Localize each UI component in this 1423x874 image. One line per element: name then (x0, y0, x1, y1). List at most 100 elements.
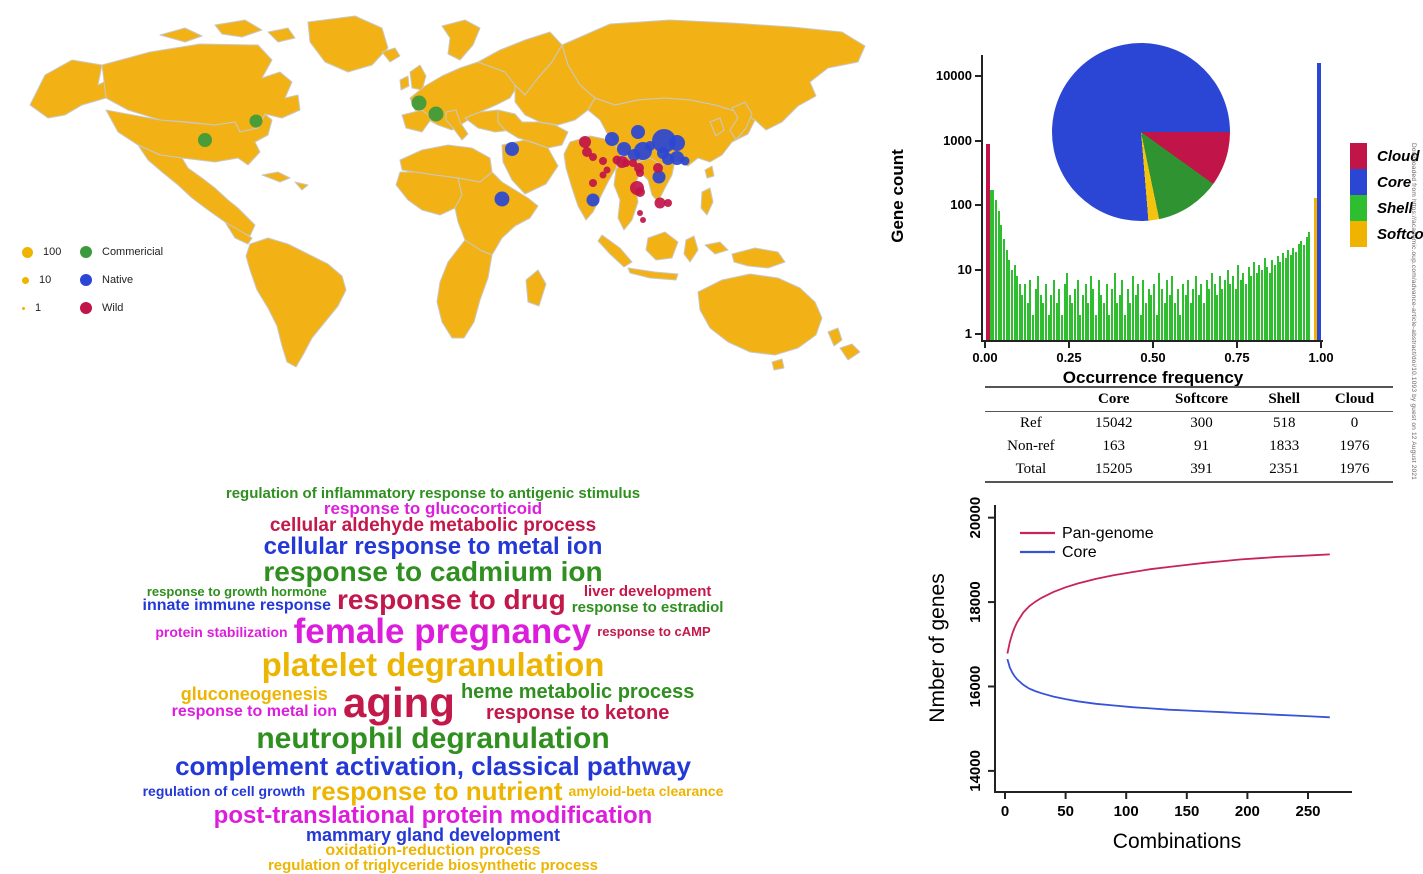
curve-core (1006, 658, 1330, 719)
hist-bar-shell (1213, 283, 1216, 340)
hist-bar-shell (1021, 295, 1024, 340)
hist-bar-shell (1234, 288, 1237, 340)
pan-core-curve-panel: 0 50 100 150 200 250 14000 16000 18000 20000 Pan-g… (920, 480, 1410, 857)
table-cell: 1976 (1339, 438, 1370, 454)
hist-bar-shell (1118, 295, 1121, 340)
size-legend-label: 100 (43, 246, 62, 258)
x-tick-label: 0.00 (972, 350, 998, 365)
hist-legend-item-cloud: Cloud (1350, 143, 1423, 169)
wordcloud-row: cellular aldehyde metabolic process (88, 514, 778, 536)
map-dot-native (505, 142, 519, 156)
wordcloud-stack: gluconeogenesis response to metal ion (172, 685, 337, 721)
map-dot-native (645, 141, 655, 151)
wordcloud-term: response to cadmium ion (263, 555, 603, 587)
hist-bar-shell (1142, 279, 1145, 340)
table-header-cell: Shell (1252, 387, 1316, 412)
hist-bar-shell (1255, 272, 1258, 340)
table-cell: 15042 (1094, 415, 1133, 431)
hist-bar-shell (1158, 272, 1161, 340)
hist-bar-shell (1253, 262, 1256, 340)
land-greenland (307, 15, 389, 73)
y-tick-label: 10000 (935, 68, 972, 84)
map-dot-native (670, 151, 684, 165)
hist-bar-shell (1176, 288, 1179, 340)
land-madagascar (525, 269, 547, 307)
map-dot-wild (637, 210, 643, 216)
map-dot-commercial (198, 133, 212, 147)
hist-bar-shell (1181, 283, 1184, 340)
map-dot-native (652, 129, 676, 153)
hist-bar-shell (1237, 264, 1240, 340)
table-cell: 15205 (1094, 461, 1133, 477)
map-dot-native (652, 170, 666, 184)
wordcloud-row: protein stabilization female pregnancy res… (88, 613, 778, 651)
wordcloud-term: regulation of inflammatory response to a… (225, 485, 641, 502)
histogram-x-axis (981, 340, 1323, 342)
hist-bar-shell (1124, 314, 1127, 340)
wild-legend-dot (80, 302, 92, 314)
table-cell: Non-ref (1007, 438, 1055, 454)
legend-label: Cloud (1377, 147, 1420, 165)
hist-bar-shell (1116, 303, 1119, 340)
hist-bar-shell (1102, 303, 1105, 340)
x-tick-label: 150 (1174, 803, 1199, 820)
wordcloud-term: gluconeogenesis (180, 684, 328, 705)
hist-bar-shell (1108, 314, 1111, 340)
land-east-africa (454, 171, 539, 256)
map-dot-wild (582, 147, 592, 157)
hist-bar-shell (1289, 254, 1292, 340)
land-south-africa (436, 239, 493, 339)
hist-bar-shell (1013, 264, 1016, 340)
x-tick-label: 50 (1057, 803, 1074, 820)
histogram-y-axis (981, 55, 983, 342)
land-new-guinea (731, 247, 786, 269)
hist-bar-shell (1239, 279, 1242, 340)
y-tick-label: 100 (950, 197, 972, 213)
hist-bar-shell (1218, 275, 1221, 340)
land-taiwan (704, 165, 715, 179)
hist-bar-shell (1081, 295, 1084, 340)
size-legend-dot (22, 246, 33, 258)
map-dot-wild (654, 197, 666, 209)
y-tick-label: 18000 (967, 581, 984, 623)
hist-bar-shell (1276, 256, 1279, 340)
y-tick-label: 14000 (967, 750, 984, 792)
hist-legend-item-core: Core (1350, 169, 1423, 195)
x-tick-label: 100 (1114, 803, 1139, 820)
hist-bar-shell (1216, 295, 1219, 340)
table-row: Ref 15042 300 518 0 (985, 412, 1393, 436)
hist-bar-shell (1010, 269, 1013, 340)
land-uk (409, 64, 427, 91)
legend-swatch (1350, 221, 1367, 247)
map-dot-wild (636, 169, 644, 177)
x-tick-label: 0.25 (1056, 350, 1082, 365)
hist-bar-shell (1292, 247, 1295, 340)
histogram-legend: Cloud Core Shell Softcore (1350, 143, 1423, 247)
wordcloud-term: response to drug (337, 584, 566, 616)
hist-bar-shell (1171, 275, 1174, 340)
legend-swatch (1350, 143, 1367, 169)
hist-bar-shell (1155, 314, 1158, 340)
table-cell: 2351 (1269, 461, 1300, 477)
hist-bar-shell (1160, 288, 1163, 340)
table-cell: 91 (1194, 438, 1210, 454)
hist-bar-shell (1287, 250, 1290, 340)
wordcloud-term: aging (342, 679, 455, 726)
hist-bar-shell (1284, 258, 1287, 340)
world-map (29, 15, 866, 371)
journal-watermark: Downloaded from https://academic.oup.com… (1410, 143, 1417, 480)
y-tick-label: 16000 (967, 666, 984, 708)
hist-bar-shell (1168, 295, 1171, 340)
wordcloud-term: regulation of triglyceride biosynthetic … (267, 857, 599, 874)
wordcloud-row: cellular response to metal ion (88, 533, 778, 558)
hist-bar-shell (1105, 283, 1108, 340)
wordcloud-term: heme metabolic process (460, 681, 695, 704)
hist-bar-shell (1297, 243, 1300, 340)
wordcloud-term: cellular aldehyde metabolic process (269, 514, 597, 536)
hist-bar-shell (1037, 275, 1040, 340)
land-arctic-1 (159, 27, 203, 43)
hist-bar-shell (1079, 314, 1082, 340)
wordcloud-row: regulation of triglyceride biosynthetic … (88, 858, 778, 874)
land-australia (697, 273, 823, 356)
table-cell: 1833 (1269, 438, 1300, 454)
